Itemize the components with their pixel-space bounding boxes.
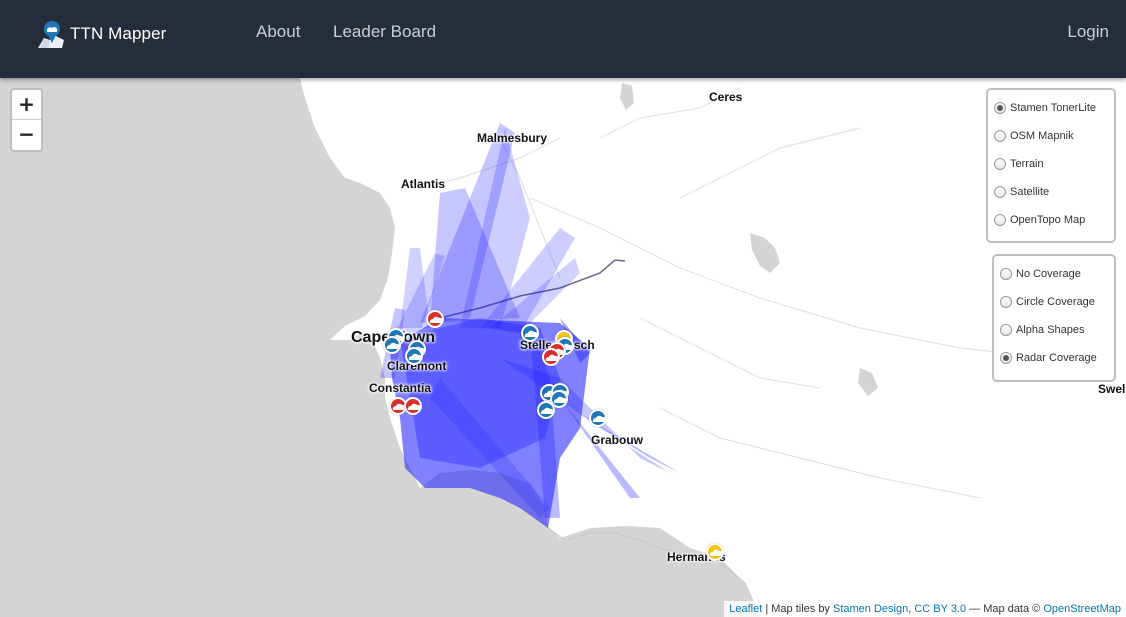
radio-button[interactable] [994, 130, 1006, 142]
map-attribution: Leaflet | Map tiles by Stamen Design, CC… [724, 601, 1126, 617]
leaflet-link[interactable]: Leaflet [729, 603, 763, 615]
coverage-layer-label: Radar Coverage [1016, 352, 1097, 364]
coverage-layer-label: Circle Coverage [1016, 296, 1095, 308]
gateway-marker-blue[interactable] [537, 401, 555, 419]
base-layer-label: OpenTopo Map [1010, 214, 1086, 226]
coverage-layer-option[interactable]: Alpha Shapes [1000, 316, 1106, 344]
license-link[interactable]: CC BY 3.0 [914, 603, 967, 615]
map-tiles [300, 78, 1126, 617]
gateway-marker-blue[interactable] [383, 336, 401, 354]
gateway-marker-red[interactable] [404, 397, 422, 415]
place-swel: Swel [1098, 382, 1126, 396]
place-ceres: Ceres [709, 90, 743, 104]
radio-button[interactable] [1000, 352, 1012, 364]
brand[interactable]: TTN Mapper [36, 18, 166, 50]
base-layer-option[interactable]: OpenTopo Map [994, 206, 1106, 234]
base-layer-label: Satellite [1010, 186, 1050, 198]
radio-button[interactable] [1000, 324, 1012, 336]
base-layer-control: Stamen TonerLite OSM Mapnik Terrain Sate… [986, 88, 1116, 243]
gateway-marker-red[interactable] [542, 348, 560, 366]
radio-button[interactable] [994, 214, 1006, 226]
base-layer-option[interactable]: OSM Mapnik [994, 122, 1106, 150]
gateway-marker-blue[interactable] [550, 390, 568, 408]
attribution-text: — Map data © [969, 603, 1041, 615]
zoom-out-button[interactable]: − [18, 122, 35, 146]
radio-button[interactable] [1000, 296, 1012, 308]
brand-title: TTN Mapper [70, 24, 167, 43]
gateway-marker-red[interactable] [426, 310, 444, 328]
gateway-marker-blue[interactable] [521, 324, 539, 342]
coverage-layer-label: No Coverage [1016, 268, 1081, 280]
attribution-separator: , [908, 603, 912, 615]
map-canvas[interactable]: Ceres Malmesbury Atlantis Cape Town Stel… [0, 78, 1126, 617]
base-layer-option[interactable]: Terrain [994, 150, 1106, 178]
zoom-in-button[interactable]: + [12, 90, 41, 120]
coverage-layer-label: Alpha Shapes [1016, 324, 1085, 336]
coverage-layer-option[interactable]: Circle Coverage [1000, 288, 1106, 316]
nav-leaderboard-link[interactable]: Leader Board [333, 22, 437, 41]
base-layer-label: Stamen TonerLite [1010, 102, 1097, 114]
radar-coverage [380, 123, 680, 528]
zoom-control: + − [10, 88, 43, 152]
coverage-layer-option[interactable]: Radar Coverage [1000, 344, 1106, 372]
coverage-layer-control: No Coverage Circle Coverage Alpha Shapes… [992, 254, 1116, 382]
place-grabouw: Grabouw [591, 433, 644, 447]
nav-about-link[interactable]: About [256, 22, 301, 41]
gateway-marker-blue[interactable] [589, 409, 607, 427]
place-constantia: Constantia [369, 381, 432, 395]
base-layer-option[interactable]: Satellite [994, 178, 1106, 206]
radio-button[interactable] [994, 158, 1006, 170]
place-claremont: Claremont [387, 359, 447, 373]
nav-login-link[interactable]: Login [1067, 22, 1109, 41]
radio-button[interactable] [994, 186, 1006, 198]
ttn-mapper-logo-icon [38, 21, 64, 48]
radio-button[interactable] [1000, 268, 1012, 280]
gateway-marker-yellow[interactable] [706, 543, 724, 561]
stamen-link[interactable]: Stamen Design [833, 603, 909, 615]
base-layer-label: Terrain [1010, 158, 1044, 170]
base-layer-label: OSM Mapnik [1010, 130, 1074, 142]
place-atlantis: Atlantis [401, 177, 446, 191]
osm-link[interactable]: OpenStreetMap [1043, 603, 1121, 615]
radio-button[interactable] [994, 102, 1006, 114]
attribution-text: | Map tiles by [765, 603, 830, 615]
navbar: TTN Mapper About Leader Board Login [0, 0, 1126, 78]
place-malmesbury: Malmesbury [477, 131, 548, 145]
gateway-marker-blue[interactable] [405, 347, 423, 365]
base-layer-option[interactable]: Stamen TonerLite [994, 94, 1106, 122]
coverage-layer-option[interactable]: No Coverage [1000, 260, 1106, 288]
